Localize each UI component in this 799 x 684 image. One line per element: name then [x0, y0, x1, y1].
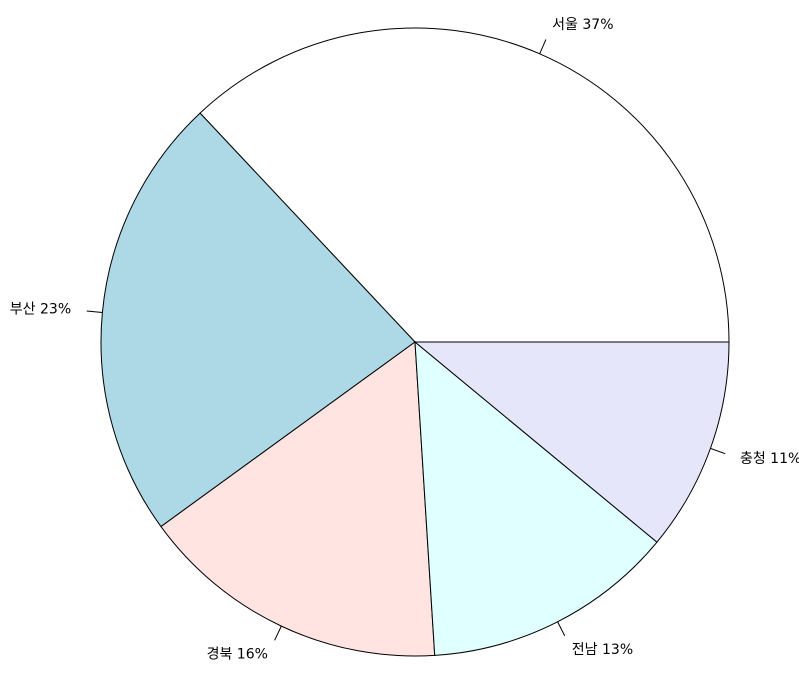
pie-slice: [160, 341, 436, 657]
label-tick: [86, 310, 103, 313]
pie-slice: [414, 340, 658, 656]
slice-label: 충청 11%: [740, 451, 799, 467]
slice-label: 전남 13%: [572, 642, 633, 658]
label-tick: [710, 447, 726, 455]
label-tick: [539, 39, 547, 55]
pie-slice: [413, 341, 730, 543]
slice-label: 부산 23%: [10, 301, 71, 317]
label-tick: [557, 621, 566, 636]
slice-label: 서울 37%: [552, 17, 613, 33]
label-tick: [274, 625, 282, 641]
slice-label: 경북 16%: [207, 647, 268, 663]
pie-slice: [100, 112, 416, 528]
